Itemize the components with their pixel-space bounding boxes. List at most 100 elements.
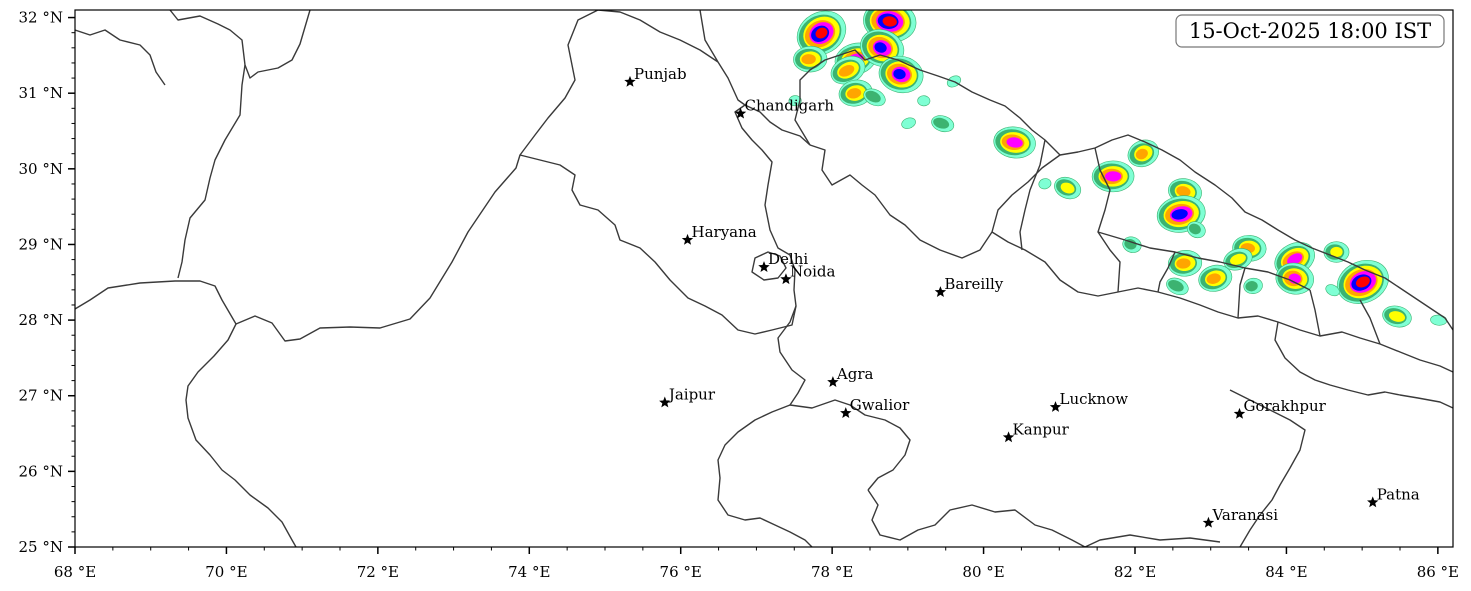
city-label: Agra <box>836 365 874 383</box>
precip-cell <box>1166 277 1189 296</box>
precip-cell <box>793 45 828 73</box>
y-tick-label: 32 °N <box>19 9 63 27</box>
city-agra: Agra <box>827 365 874 387</box>
star-icon <box>934 286 947 297</box>
star-icon <box>734 107 747 119</box>
precip-cell <box>830 55 866 85</box>
nepal-province-2 <box>1094 147 1121 293</box>
axis-ticks: 68 °E 70 °E 72 °E 74 °E 76 °E 78 °E 80 °E 82 °E… <box>19 9 1459 581</box>
south-boundary <box>1084 534 1221 547</box>
y-tick-label: 27 °N <box>19 387 63 405</box>
pakistan-province-border-2 <box>177 64 246 279</box>
nepal-border <box>1059 134 1453 331</box>
city-label: Lucknow <box>1060 390 1129 408</box>
city-lucknow: Lucknow <box>1049 390 1129 412</box>
star-icon <box>1233 407 1246 419</box>
precip-cell <box>863 88 886 107</box>
x-tick-label: 86 °E <box>1417 563 1459 581</box>
city-gorakhpur: Gorakhpur <box>1233 397 1327 419</box>
precip-cell <box>1336 260 1389 304</box>
precip-cell <box>796 10 847 56</box>
precip-cell <box>878 55 924 94</box>
star-icon <box>758 261 770 273</box>
precip-cell <box>1243 277 1263 294</box>
city-gwalior: Gwalior <box>840 396 910 418</box>
city-label: Delhi <box>768 250 808 268</box>
precip-cell <box>788 95 802 107</box>
city-chandigarh: Chandigarh <box>734 97 835 119</box>
precip-cell <box>1323 241 1350 263</box>
star-icon <box>840 407 852 418</box>
y-tick-label: 30 °N <box>19 160 63 178</box>
city-label: Bareilly <box>944 275 1003 293</box>
x-tick-label: 82 °E <box>1114 563 1156 581</box>
city-kanpur: Kanpur <box>1002 420 1070 443</box>
star-icon <box>1367 496 1379 508</box>
precip-cell <box>1325 284 1340 297</box>
precip-cell <box>993 126 1036 159</box>
x-tick-label: 68 °E <box>54 563 96 581</box>
timestamp-box: 15-Oct-2025 18:00 IST <box>1175 14 1445 48</box>
y-tick-label: 26 °N <box>19 462 63 480</box>
city-label: Varanasi <box>1211 506 1278 524</box>
x-tick-label: 80 °E <box>962 563 1004 581</box>
sindh-border <box>185 323 297 547</box>
city-label: Gwalior <box>850 396 910 414</box>
precip-cell <box>1091 160 1135 193</box>
star-icon <box>624 75 636 87</box>
city-label: Haryana <box>692 223 757 241</box>
nepal-province-1 <box>1019 139 1046 251</box>
x-tick-label: 74 °E <box>508 563 550 581</box>
city-label: Noida <box>790 262 836 280</box>
himachal-border <box>597 10 746 106</box>
city-jaipur: Jaipur <box>659 386 716 408</box>
city-label: Jaipur <box>667 386 716 404</box>
y-tick-label: 28 °N <box>19 311 63 329</box>
star-icon <box>827 376 839 387</box>
precip-cell <box>1038 178 1052 190</box>
up-bihar-border <box>1274 321 1453 409</box>
up-east-border <box>1229 389 1306 547</box>
mp-south-border <box>867 489 1086 547</box>
timestamp-label: 15-Oct-2025 18:00 IST <box>1189 19 1431 43</box>
borders-layer <box>75 10 1453 547</box>
precip-cell <box>931 115 955 133</box>
precip-cell <box>901 117 916 129</box>
precip-cell <box>1186 221 1206 239</box>
nepal-province-4 <box>1157 251 1381 345</box>
star-icon <box>1202 516 1215 528</box>
star-icon <box>780 273 792 285</box>
x-tick-label: 78 °E <box>811 563 853 581</box>
city-label: Chandigarh <box>745 97 835 115</box>
city-label: Punjab <box>634 65 687 83</box>
y-tick-label: 25 °N <box>19 538 63 556</box>
precip-cell <box>1127 139 1159 168</box>
precip-cell <box>1198 264 1233 292</box>
mp-rajasthan-border <box>717 404 813 547</box>
x-tick-label: 70 °E <box>205 563 247 581</box>
x-tick-label: 72 °E <box>357 563 399 581</box>
precip-cell <box>863 10 917 43</box>
india-pakistan-border <box>75 10 599 342</box>
city-patna: Patna <box>1367 485 1420 508</box>
precipitation-layer <box>788 10 1448 328</box>
city-punjab: Punjab <box>624 65 687 87</box>
punjab-haryana-border <box>519 104 811 335</box>
nepal-province-3 <box>1097 231 1311 291</box>
delhi-border <box>751 251 787 281</box>
y-tick-label: 29 °N <box>19 235 63 253</box>
x-tick-label: 76 °E <box>660 563 702 581</box>
precip-cell <box>1054 176 1082 200</box>
city-delhi: Delhi <box>758 250 808 273</box>
city-noida: Noida <box>780 262 836 285</box>
star-icon <box>1002 431 1015 443</box>
city-label: Patna <box>1377 485 1420 503</box>
y-tick-label: 31 °N <box>19 84 63 102</box>
star-icon <box>659 396 671 408</box>
city-haryana: Haryana <box>681 223 757 245</box>
star-icon <box>681 233 694 245</box>
precip-cell <box>838 79 873 107</box>
precip-cell <box>917 95 931 107</box>
